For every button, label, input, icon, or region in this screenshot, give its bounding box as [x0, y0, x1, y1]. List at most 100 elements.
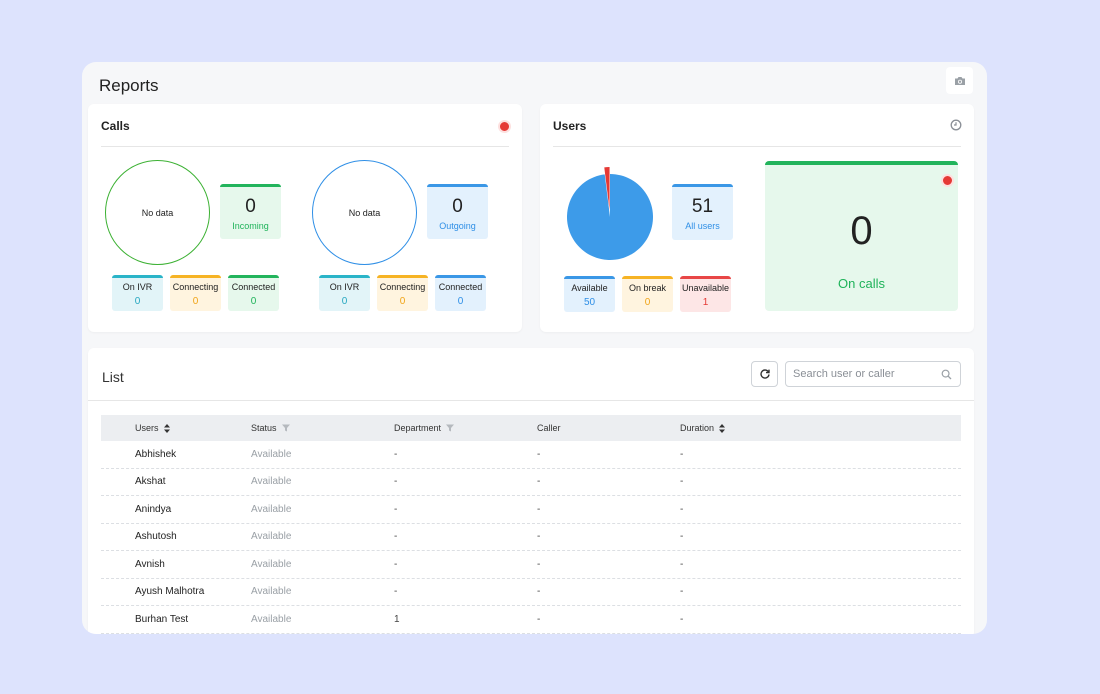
- sort-icon: [163, 423, 170, 433]
- mini-label: On IVR: [122, 282, 153, 292]
- mini-label: Available: [571, 283, 608, 293]
- pie-slice-available: [567, 174, 653, 260]
- divider: [553, 146, 961, 147]
- column-label: Caller: [537, 423, 561, 433]
- column-header-duration[interactable]: Duration: [680, 423, 830, 433]
- cell-department: -: [394, 476, 398, 488]
- mini-label: Connecting: [172, 282, 219, 292]
- incoming-connected-tile[interactable]: Connected 0: [228, 275, 279, 311]
- column-header-status[interactable]: Status: [251, 423, 394, 433]
- refresh-button[interactable]: [751, 361, 778, 387]
- cell-caller: -: [537, 503, 541, 515]
- list-card: List Users Status: [88, 348, 974, 634]
- mini-value: 1: [702, 297, 709, 308]
- table-row[interactable]: Avnish Available - - -: [101, 551, 961, 579]
- cell-duration: -: [680, 558, 684, 570]
- outgoing-on-ivr-tile[interactable]: On IVR 0: [319, 275, 370, 311]
- incoming-connecting-tile[interactable]: Connecting 0: [170, 275, 221, 311]
- on-calls-label: On calls: [838, 276, 885, 291]
- incoming-on-ivr-tile[interactable]: On IVR 0: [112, 275, 163, 311]
- available-tile[interactable]: Available 50: [564, 276, 615, 312]
- on-calls-panel[interactable]: 0 On calls: [765, 161, 958, 311]
- cell-caller: -: [537, 558, 541, 570]
- table-row[interactable]: Akshat Available - - -: [101, 469, 961, 496]
- table-row[interactable]: Ashutosh Available - - -: [101, 524, 961, 551]
- outgoing-count: 0: [452, 195, 463, 217]
- incoming-count: 0: [245, 195, 256, 217]
- search-box[interactable]: [785, 361, 961, 387]
- column-label: Department: [394, 423, 442, 433]
- outgoing-tile[interactable]: 0 Outgoing: [427, 184, 488, 239]
- incoming-ring-chart: No data: [105, 160, 210, 265]
- cell-caller: -: [537, 476, 541, 488]
- column-header-department[interactable]: Department: [394, 423, 537, 433]
- cell-status: Available: [251, 586, 292, 598]
- mini-value: 0: [250, 296, 257, 307]
- divider: [101, 146, 509, 147]
- table-row[interactable]: Burhan Test Available 1 - -: [101, 606, 961, 634]
- cell-user: Anindya: [135, 503, 172, 515]
- incoming-ring-text: No data: [141, 207, 174, 218]
- mini-label: Connecting: [379, 282, 426, 292]
- camera-icon: [954, 76, 965, 85]
- cell-user: Ashutosh: [135, 531, 177, 543]
- filter-icon: [281, 424, 290, 432]
- column-label: Status: [251, 423, 277, 433]
- refresh-icon: [759, 369, 770, 379]
- table-row[interactable]: Ayush Malhotra Available - - -: [101, 579, 961, 606]
- cell-status: Available: [251, 476, 292, 488]
- mini-value: 0: [399, 296, 406, 307]
- cell-caller: -: [537, 613, 541, 625]
- search-icon: [941, 369, 952, 380]
- cell-duration: -: [680, 613, 684, 625]
- filter-icon: [446, 424, 455, 432]
- cell-caller: -: [537, 531, 541, 543]
- all-users-tile[interactable]: 51 All users: [672, 184, 733, 240]
- unavailable-tile[interactable]: Unavailable 1: [680, 276, 731, 312]
- cell-duration: -: [680, 476, 684, 488]
- cell-user: Ayush Malhotra: [135, 586, 205, 598]
- users-pie-chart: [567, 167, 653, 260]
- incoming-label: Incoming: [232, 220, 269, 231]
- on-calls-count: 0: [850, 209, 873, 253]
- incoming-tile[interactable]: 0 Incoming: [220, 184, 281, 239]
- cell-department: -: [394, 558, 398, 570]
- outgoing-connected-tile[interactable]: Connected 0: [435, 275, 486, 311]
- outgoing-label: Outgoing: [439, 220, 476, 231]
- mini-value: 0: [341, 296, 348, 307]
- mini-label: Connected: [231, 282, 276, 292]
- calls-card: Calls No data 0 Incoming On IVR 0 Connec…: [88, 104, 522, 332]
- page-title: Reports: [99, 76, 159, 95]
- on-break-tile[interactable]: On break 0: [622, 276, 673, 312]
- cell-user: Burhan Test: [135, 613, 189, 625]
- search-input[interactable]: [793, 362, 938, 386]
- column-label: Duration: [680, 423, 715, 433]
- cell-status: Available: [251, 613, 292, 625]
- table-body: Abhishek Available - - - Akshat Availabl…: [101, 441, 961, 634]
- users-table: Users Status Department Caller Duration: [101, 415, 961, 634]
- live-indicator-icon: [498, 120, 511, 133]
- cell-user: Avnish: [135, 558, 165, 570]
- all-users-label: All users: [685, 221, 720, 231]
- screenshot-button[interactable]: [946, 67, 973, 94]
- list-title: List: [102, 369, 124, 385]
- mini-value: 0: [644, 297, 651, 308]
- cell-duration: -: [680, 586, 684, 598]
- table-row[interactable]: Abhishek Available - - -: [101, 441, 961, 469]
- column-header-users[interactable]: Users: [101, 423, 251, 433]
- cell-user: Abhishek: [135, 448, 177, 460]
- outgoing-connecting-tile[interactable]: Connecting 0: [377, 275, 428, 311]
- outgoing-ring-text: No data: [348, 207, 381, 218]
- table-header: Users Status Department Caller Duration: [101, 415, 961, 441]
- pie-slice-unavailable: [604, 167, 610, 211]
- clock-icon[interactable]: [950, 119, 962, 131]
- mini-label: On IVR: [329, 282, 360, 292]
- all-users-count: 51: [691, 196, 714, 217]
- cell-duration: -: [680, 448, 684, 460]
- table-row[interactable]: Anindya Available - - -: [101, 496, 961, 524]
- mini-label: Unavailable: [681, 283, 730, 293]
- cell-caller: -: [537, 448, 541, 460]
- divider: [88, 400, 974, 401]
- cell-department: -: [394, 531, 398, 543]
- column-header-caller: Caller: [537, 423, 680, 433]
